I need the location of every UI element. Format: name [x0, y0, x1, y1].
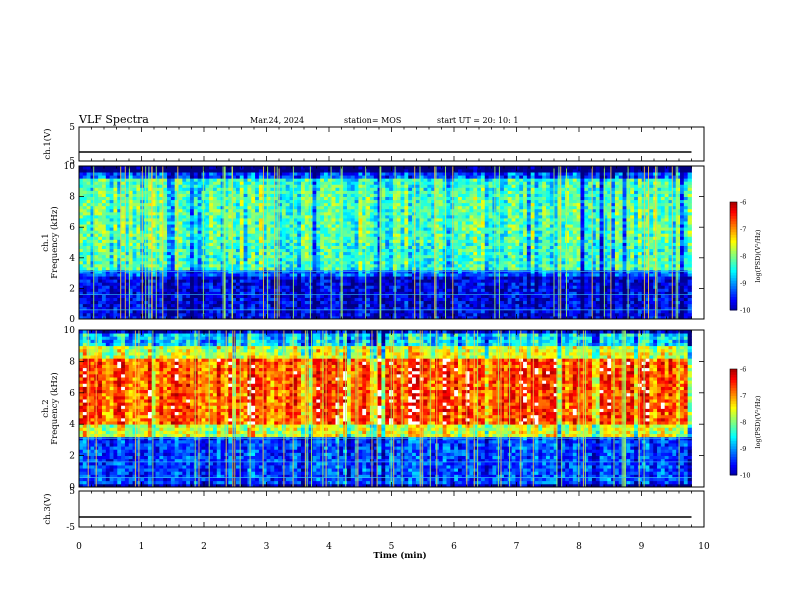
colorbar-tick: -7: [740, 226, 746, 234]
colorbar-1: -6 -7 -8 -9 -10 log(PSD)(V²/Hz): [729, 199, 762, 315]
xtick-label: 8: [576, 542, 582, 552]
xtick-label: 9: [639, 542, 645, 552]
colorbar-tick: -7: [740, 392, 746, 400]
panel-frame-3: [78, 490, 705, 528]
ytick-label: 6: [69, 223, 75, 233]
y-axis-label: Frequency (kHz): [49, 372, 60, 444]
y-axis-label: ch.2: [41, 399, 51, 417]
ytick-label: 5: [69, 123, 75, 133]
xtick-label: 3: [264, 542, 270, 552]
colorbar-tick: -9: [740, 280, 746, 288]
colorbar-frame: [729, 201, 738, 311]
colorbar-tick: -6: [740, 366, 746, 374]
start-time-label: start UT = 20: 10: 1: [437, 116, 519, 125]
xtick-label: 1: [139, 542, 145, 552]
colorbar-frame: [729, 368, 738, 476]
y-axis-label: ch.1: [41, 233, 51, 251]
ytick-label: 0: [69, 483, 75, 493]
ytick-label: 4: [69, 420, 75, 430]
xtick-label: 6: [451, 542, 457, 552]
xtick-label: 4: [326, 542, 332, 552]
colorbar-2: -6 -7 -8 -9 -10 log(PSD)(V²/Hz): [729, 366, 762, 480]
colorbar-label: log(PSD)(V²/Hz): [754, 395, 762, 448]
ytick-label: 8: [69, 193, 75, 203]
colorbar-tick: -8: [740, 419, 746, 427]
ytick-label: -5: [66, 157, 75, 167]
xtick-label: 7: [514, 542, 520, 552]
ytick-label: 4: [69, 254, 75, 264]
colorbar-tick: -10: [740, 307, 750, 315]
chart-title: VLF Spectra: [79, 113, 149, 126]
xtick-label: 0: [76, 542, 82, 552]
ytick-label: 2: [69, 452, 75, 462]
ytick-label: -5: [66, 523, 75, 533]
panel-frame-0: [78, 126, 705, 162]
colorbar-tick: -9: [740, 445, 746, 453]
ytick-label: 0: [69, 315, 75, 325]
ytick-label: 10: [64, 162, 76, 172]
date-label: Mar.24, 2024: [250, 116, 305, 125]
xtick-label: 2: [201, 542, 207, 552]
colorbar-label: log(PSD)(V²/Hz): [754, 229, 762, 282]
xtick-label: 10: [698, 542, 710, 552]
y-axis-label: ch.3(V): [42, 493, 53, 524]
x-axis-label: Time (min): [373, 550, 426, 561]
y-axis-label: Frequency (kHz): [49, 206, 60, 278]
ytick-label: 10: [64, 326, 76, 336]
colorbar-tick: -6: [740, 199, 746, 207]
colorbar-tick: -8: [740, 253, 746, 261]
ytick-label: 5: [69, 487, 75, 497]
station-label: station= MOS: [344, 116, 402, 125]
spectrogram-2: [79, 330, 692, 488]
spectrogram-1: [79, 166, 692, 320]
ytick-label: 2: [69, 284, 75, 294]
y-axis-label: ch.1(V): [42, 128, 53, 159]
ytick-label: 8: [69, 357, 75, 367]
ytick-label: 6: [69, 389, 75, 399]
colorbar-tick: -10: [740, 472, 750, 480]
xtick-label: 5: [389, 542, 395, 552]
